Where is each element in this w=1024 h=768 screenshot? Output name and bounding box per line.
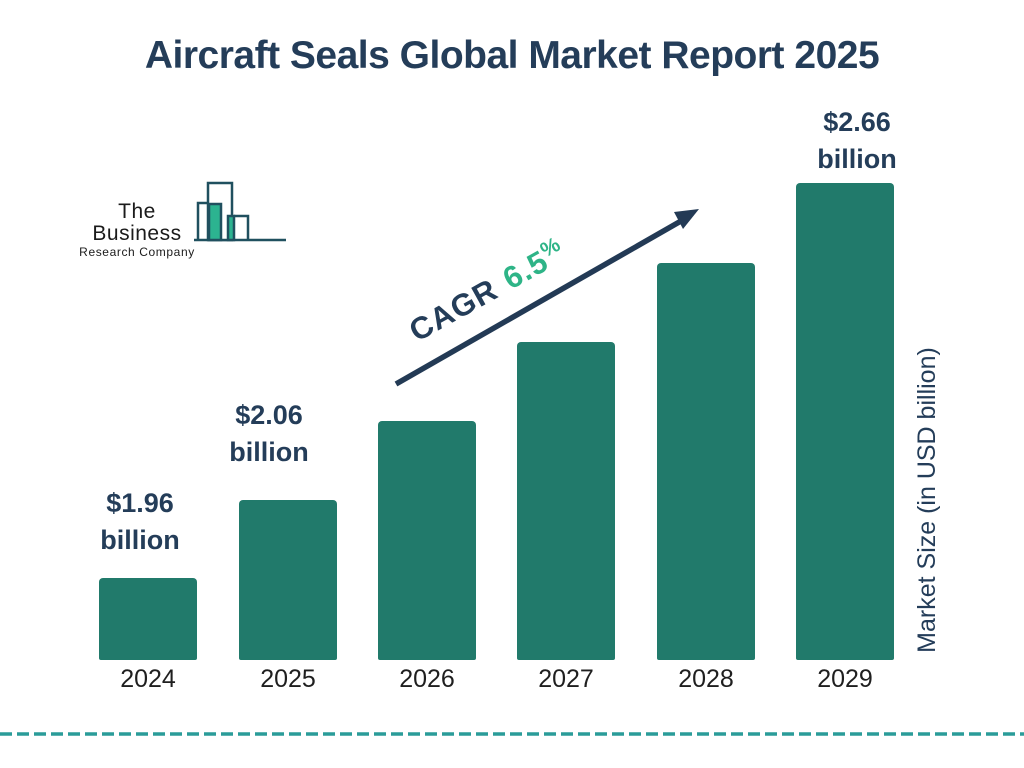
y-axis-label: Market Size (in USD billion) <box>913 347 941 653</box>
x-tick-2027: 2027 <box>538 665 594 693</box>
bar-2029 <box>796 183 894 660</box>
value-label-2025: $2.06 billion <box>199 397 339 471</box>
logo: The Business Research Company <box>72 200 202 260</box>
value-label-line: billion <box>229 437 309 467</box>
value-label-line: $1.96 <box>106 488 174 518</box>
bottom-dashed-divider <box>0 732 1024 736</box>
page-title: Aircraft Seals Global Market Report 2025 <box>144 34 880 77</box>
x-tick-2029: 2029 <box>817 665 873 693</box>
value-label-line: billion <box>817 144 897 174</box>
x-tick-2028: 2028 <box>678 665 734 693</box>
value-label-2024: $1.96 billion <box>70 485 210 559</box>
x-tick-2024: 2024 <box>120 665 176 693</box>
x-tick-2026: 2026 <box>399 665 455 693</box>
value-label-line: $2.06 <box>235 400 303 430</box>
bar-chart-logo-icon <box>194 181 286 242</box>
logo-name: The Business <box>92 200 182 245</box>
x-tick-2025: 2025 <box>260 665 316 693</box>
bar-2026 <box>378 421 476 660</box>
bar-2028 <box>657 263 755 660</box>
value-label-2029: $2.66 billion <box>787 104 927 178</box>
bar-2025 <box>239 500 337 660</box>
bar-2027 <box>517 342 615 660</box>
logo-subname: Research Company <box>79 245 195 259</box>
value-label-line: billion <box>100 525 180 555</box>
bar-2024 <box>99 578 197 660</box>
value-label-line: $2.66 <box>823 107 891 137</box>
